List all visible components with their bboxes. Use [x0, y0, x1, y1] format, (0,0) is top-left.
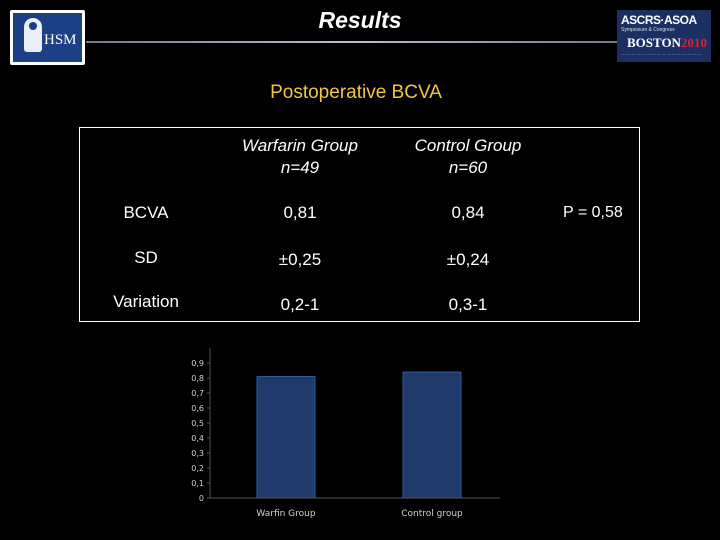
- ascrs-logo-subtext: Symposium & Congress: [621, 27, 675, 33]
- p-value: P = 0,58: [563, 204, 623, 221]
- y-tick-label: 0,8: [191, 374, 204, 383]
- boston-year: 2010: [680, 35, 707, 50]
- slide-subtitle: Postoperative BCVA: [270, 82, 442, 103]
- cell-bcva-control: 0,84: [451, 203, 485, 222]
- slide-title: Results: [318, 7, 402, 33]
- y-axis-ticks: 0 0,1 0,2 0,3 0,4 0,5 0,6 0,7 0,8 0,9: [191, 359, 210, 503]
- y-tick-label: 0,5: [191, 419, 204, 428]
- bar-control-group: [402, 371, 462, 499]
- column-header-warfarin: Warfarin Group n=49: [210, 135, 390, 179]
- cell-variation-warfarin: 0,2-1: [280, 295, 320, 314]
- row-label-bcva: BCVA: [123, 203, 169, 222]
- cell-sd-control: ±0,24: [446, 250, 490, 269]
- x-category-label: Control group: [401, 509, 463, 519]
- x-axis-labels: Warfin Group Control group: [256, 509, 463, 519]
- bcva-bar-chart: 0 0,1 0,2 0,3 0,4 0,5 0,6 0,7 0,8 0,9 Warfin Grou…: [191, 348, 500, 519]
- logo-fine-print: — — — — — — — — — — — — — — — —: [621, 51, 702, 56]
- column-header-warfarin-name: Warfarin Group: [242, 136, 358, 155]
- y-tick-label: 0: [199, 494, 204, 503]
- y-tick-label: 0,1: [191, 479, 204, 488]
- results-table: [79, 127, 640, 322]
- x-category-label: Warfin Group: [256, 509, 315, 519]
- hsm-logo-figure-icon: [24, 18, 42, 52]
- ascrs-boston-logo: ASCRS·ASOA Symposium & Congress BOSTON20…: [617, 10, 711, 62]
- y-tick-label: 0,4: [191, 434, 204, 443]
- y-tick-label: 0,6: [191, 404, 204, 413]
- cell-bcva-warfarin: 0,81: [283, 203, 317, 222]
- y-tick-label: 0,2: [191, 464, 204, 473]
- bar-warfin-group: [256, 376, 316, 499]
- chart-bars: [256, 371, 462, 499]
- column-header-control-name: Control Group: [414, 136, 522, 155]
- y-tick-label: 0,9: [191, 359, 204, 368]
- boston-city: BOSTON: [627, 35, 681, 50]
- y-tick-label: 0,7: [191, 389, 204, 398]
- column-header-control-n: n=60: [448, 158, 488, 177]
- title-divider: [86, 41, 617, 43]
- y-tick-label: 0,3: [191, 449, 204, 458]
- hsm-logo-text: HSM: [44, 32, 77, 48]
- hsm-logo: HSM: [10, 10, 85, 65]
- row-label-variation: Variation: [113, 292, 179, 311]
- ascrs-logo-text: ASCRS·ASOA: [621, 13, 697, 27]
- boston-logo-text: BOSTON2010: [627, 35, 707, 51]
- column-header-control: Control Group n=60: [378, 135, 558, 179]
- cell-sd-warfarin: ±0,25: [278, 250, 322, 269]
- column-header-warfarin-n: n=49: [280, 158, 320, 177]
- cell-variation-control: 0,3-1: [448, 295, 488, 314]
- row-label-sd: SD: [134, 248, 158, 267]
